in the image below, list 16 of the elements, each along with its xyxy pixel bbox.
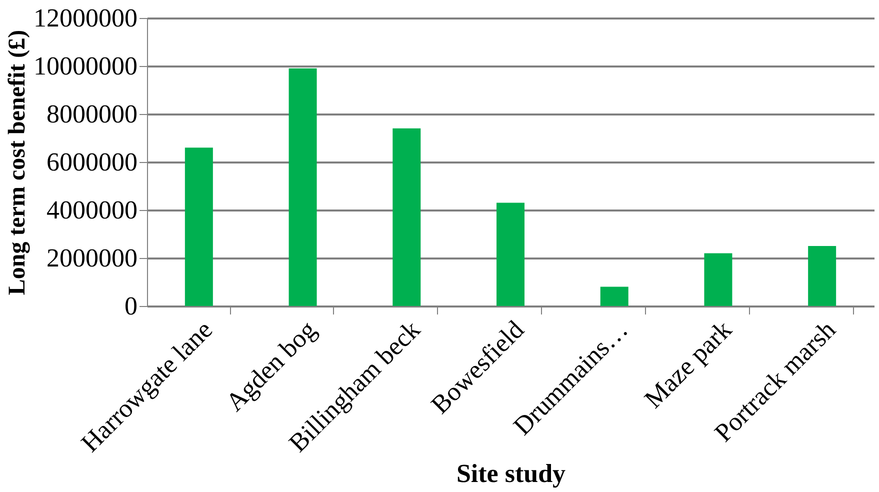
x-axis-title: Site study: [456, 458, 566, 488]
y-tick-label: 6000000: [46, 148, 138, 176]
bar: [184, 148, 213, 306]
bar: [808, 246, 836, 306]
y-tick-label: 12000000: [34, 4, 138, 32]
y-axis-title: Long term cost benefit (£): [4, 30, 30, 296]
bar: [600, 286, 628, 306]
y-tick-label: 2000000: [46, 244, 138, 272]
y-tick-label: 4000000: [46, 196, 138, 224]
y-tick-label: 8000000: [46, 100, 138, 128]
bar: [704, 253, 732, 306]
bar: [392, 128, 421, 306]
y-tick-label: 0: [124, 292, 138, 320]
bar: [496, 202, 524, 306]
bar: [288, 68, 317, 306]
y-tick-label: 10000000: [34, 52, 138, 80]
